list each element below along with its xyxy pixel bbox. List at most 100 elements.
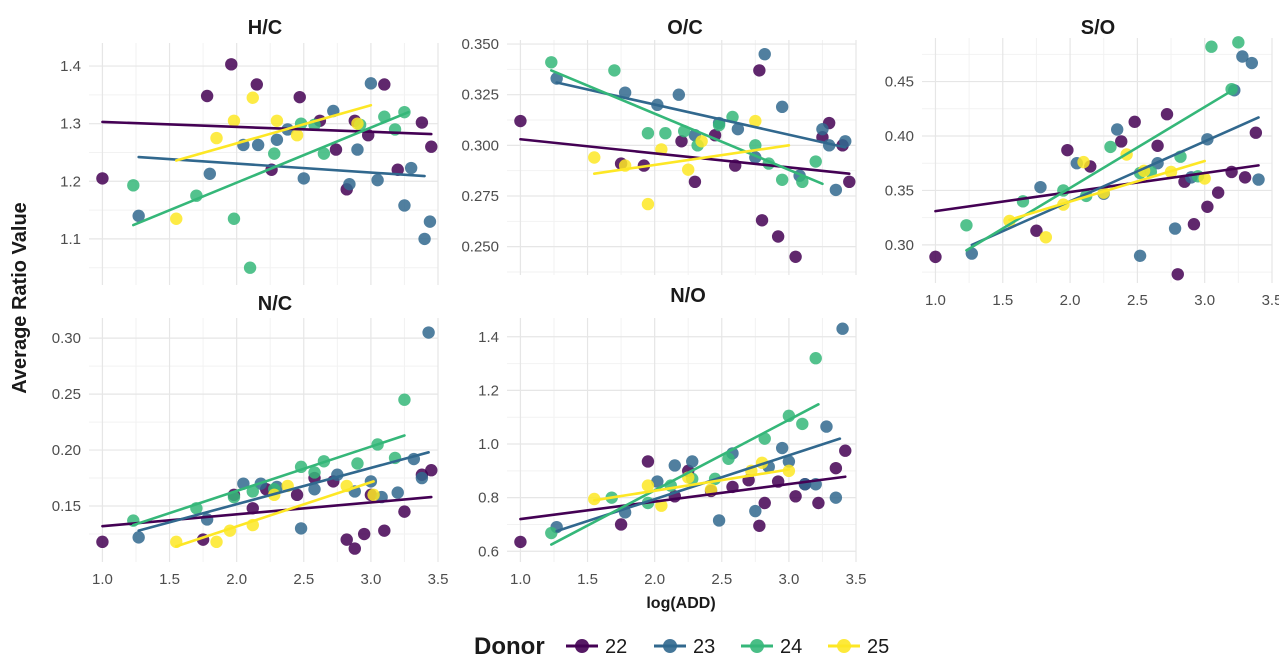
x-tick-label: 2.5 xyxy=(711,571,732,588)
data-point xyxy=(243,261,257,274)
data-point xyxy=(422,326,435,339)
data-point xyxy=(749,139,762,152)
fit-line-24 xyxy=(549,69,824,186)
data-point xyxy=(378,78,391,91)
data-point xyxy=(1034,180,1047,194)
fit-line-23 xyxy=(970,116,1260,247)
y-tick-label: 0.15 xyxy=(52,498,81,515)
data-point xyxy=(771,230,785,243)
x-tick-label: 1.5 xyxy=(159,571,180,588)
fit-line-25 xyxy=(592,144,791,176)
data-point xyxy=(668,459,681,472)
data-point xyxy=(96,535,109,549)
fit-line-25 xyxy=(174,103,373,162)
data-point xyxy=(1238,171,1252,184)
x-tick-label: 3.0 xyxy=(1194,292,1215,309)
data-point xyxy=(227,212,241,225)
data-point xyxy=(839,135,852,148)
data-point xyxy=(200,513,214,526)
panel-1: O/C 0.250 0.275 0.300 0.325 0.350 xyxy=(461,17,857,275)
data-point xyxy=(1198,172,1211,185)
data-point xyxy=(1205,40,1218,53)
y-tick-label: 1.1 xyxy=(60,231,81,248)
data-point xyxy=(829,461,843,475)
fit-line-22 xyxy=(519,137,851,176)
data-point xyxy=(290,488,304,502)
data-point xyxy=(425,140,438,153)
data-point xyxy=(545,56,558,69)
fit-line-22 xyxy=(101,495,433,528)
panel-2: S/O 0.30 0.35 0.40 0.45 1.0 1.5 2.0 2.5 3.0 3.5 xyxy=(885,17,1279,309)
data-point xyxy=(829,183,843,197)
data-point xyxy=(514,535,527,549)
x-tick-label: 3.5 xyxy=(428,571,449,588)
data-point xyxy=(246,485,259,498)
data-point xyxy=(1110,123,1124,136)
data-point xyxy=(682,163,695,176)
data-point xyxy=(655,499,668,512)
y-tick-label: 1.0 xyxy=(478,436,499,453)
data-point xyxy=(270,114,284,127)
x-tick-label: 1.0 xyxy=(92,571,113,588)
data-point xyxy=(1232,36,1245,49)
data-point xyxy=(329,143,343,156)
fit-line-24 xyxy=(131,110,410,227)
data-point xyxy=(1128,115,1141,129)
panel-title: N/O xyxy=(670,285,706,307)
data-point xyxy=(753,64,766,77)
legend-key-point xyxy=(663,639,677,653)
y-tick-label: 0.30 xyxy=(52,330,81,347)
data-point xyxy=(293,90,306,104)
data-point xyxy=(398,505,411,518)
data-point xyxy=(1151,139,1164,152)
data-point xyxy=(672,88,686,101)
data-point xyxy=(829,491,843,504)
data-point xyxy=(641,455,655,468)
y-tick-label: 1.4 xyxy=(60,58,81,75)
series-22 xyxy=(514,444,852,549)
data-point xyxy=(809,352,822,365)
data-point xyxy=(340,533,353,546)
y-tick-label: 1.3 xyxy=(60,116,81,133)
data-point xyxy=(758,47,771,61)
y-tick-label: 0.275 xyxy=(461,188,499,205)
panel-title: N/C xyxy=(258,293,292,315)
legend-entry-25: 25 xyxy=(828,636,889,658)
data-point xyxy=(695,135,708,148)
data-point xyxy=(367,488,380,502)
data-point xyxy=(351,143,364,156)
data-point xyxy=(839,444,852,457)
data-point xyxy=(1171,268,1184,281)
x-tick-label: 3.0 xyxy=(360,571,381,588)
fit-line-22 xyxy=(519,475,847,521)
data-point xyxy=(351,457,364,470)
data-point xyxy=(712,118,726,132)
data-point xyxy=(796,417,809,431)
data-point xyxy=(614,518,628,531)
fit-line-25 xyxy=(1008,159,1206,222)
fit-line-25 xyxy=(174,480,375,548)
data-point xyxy=(1249,126,1263,139)
data-point xyxy=(170,212,183,225)
y-tick-label: 0.8 xyxy=(478,490,499,507)
y-tick-label: 0.25 xyxy=(52,386,81,403)
data-point xyxy=(398,393,411,406)
data-point xyxy=(343,177,356,191)
legend-label: 24 xyxy=(780,636,802,656)
data-point xyxy=(1104,140,1117,154)
data-point xyxy=(317,147,331,160)
panel-title: O/C xyxy=(667,17,703,39)
data-point xyxy=(270,133,284,146)
data-point xyxy=(1245,56,1259,70)
series-22 xyxy=(929,108,1263,281)
data-point xyxy=(789,250,802,263)
y-tick-label: 0.350 xyxy=(461,36,499,53)
data-point xyxy=(348,542,361,555)
data-point xyxy=(775,173,789,186)
data-point xyxy=(686,455,699,468)
data-point xyxy=(378,524,391,537)
panel-title: H/C xyxy=(248,17,282,39)
data-point xyxy=(418,232,431,246)
data-point xyxy=(688,175,702,189)
data-point xyxy=(618,86,632,99)
